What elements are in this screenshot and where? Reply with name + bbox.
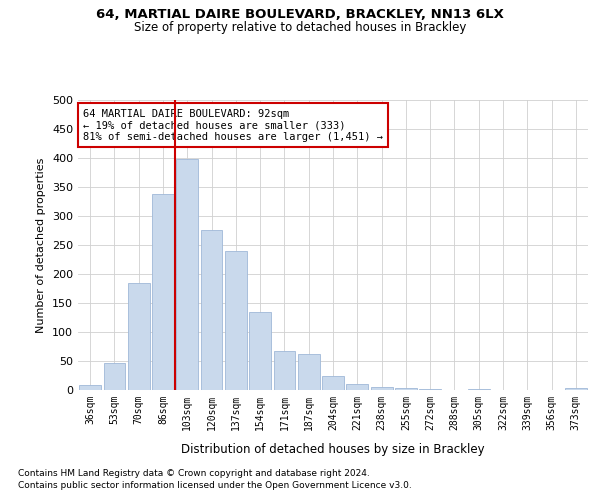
Bar — [225, 251, 247, 390]
Text: Size of property relative to detached houses in Brackley: Size of property relative to detached ho… — [134, 21, 466, 34]
Bar — [249, 312, 271, 390]
Bar — [104, 364, 125, 390]
Bar — [274, 350, 295, 390]
Bar — [298, 354, 320, 390]
Bar — [128, 282, 149, 390]
Y-axis label: Number of detached properties: Number of detached properties — [37, 158, 46, 332]
Bar — [200, 230, 223, 390]
Bar — [79, 386, 101, 390]
Bar — [565, 388, 587, 390]
Bar — [346, 384, 368, 390]
Text: 64 MARTIAL DAIRE BOULEVARD: 92sqm
← 19% of detached houses are smaller (333)
81%: 64 MARTIAL DAIRE BOULEVARD: 92sqm ← 19% … — [83, 108, 383, 142]
Text: Distribution of detached houses by size in Brackley: Distribution of detached houses by size … — [181, 442, 485, 456]
Text: 64, MARTIAL DAIRE BOULEVARD, BRACKLEY, NN13 6LX: 64, MARTIAL DAIRE BOULEVARD, BRACKLEY, N… — [96, 8, 504, 20]
Bar — [371, 387, 392, 390]
Text: Contains HM Land Registry data © Crown copyright and database right 2024.: Contains HM Land Registry data © Crown c… — [18, 468, 370, 477]
Bar — [322, 376, 344, 390]
Bar — [395, 388, 417, 390]
Bar — [419, 389, 441, 390]
Text: Contains public sector information licensed under the Open Government Licence v3: Contains public sector information licen… — [18, 481, 412, 490]
Bar — [176, 159, 198, 390]
Bar — [152, 194, 174, 390]
Bar — [468, 389, 490, 390]
